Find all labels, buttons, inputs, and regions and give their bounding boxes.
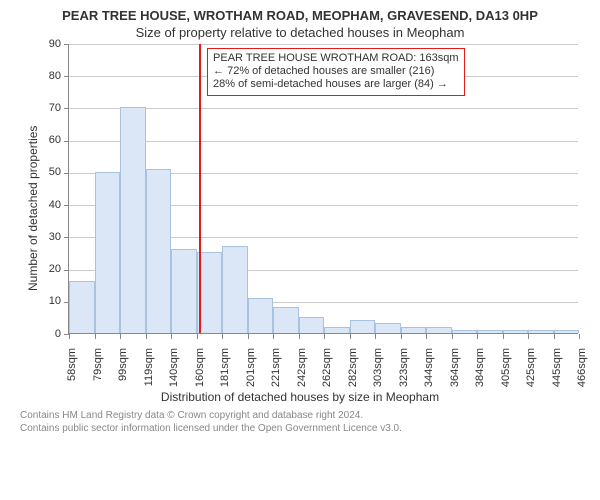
y-tick-label: 40 — [13, 199, 61, 211]
x-tick-mark — [222, 334, 223, 339]
histogram-bar — [324, 327, 350, 333]
y-tick-label: 80 — [13, 70, 61, 82]
grid-line — [69, 44, 578, 45]
histogram-bar — [120, 107, 146, 333]
y-tick-label: 70 — [13, 102, 61, 114]
x-tick-label: 221sqm — [270, 348, 282, 428]
x-tick-mark — [324, 334, 325, 339]
y-tick-label: 10 — [13, 295, 61, 307]
histogram-bar — [426, 327, 452, 333]
x-tick-mark — [579, 334, 580, 339]
x-tick-label: 384sqm — [474, 348, 486, 428]
x-tick-label: 405sqm — [500, 348, 512, 428]
histogram-bar — [528, 330, 554, 333]
x-tick-label: 282sqm — [347, 348, 359, 428]
x-tick-mark — [477, 334, 478, 339]
x-tick-label: 242sqm — [296, 348, 308, 428]
y-tick-mark — [64, 141, 69, 142]
x-tick-label: 303sqm — [372, 348, 384, 428]
plot-area: 010203040506070809058sqm79sqm99sqm119sqm… — [68, 44, 578, 334]
x-tick-label: 466sqm — [576, 348, 588, 428]
y-tick-label: 20 — [13, 263, 61, 275]
histogram-bar — [273, 307, 299, 333]
histogram-bar — [452, 330, 478, 333]
chart-area: Number of detached properties 0102030405… — [12, 44, 588, 386]
histogram-bar — [503, 330, 529, 333]
histogram-bar — [69, 281, 95, 333]
histogram-bar — [299, 317, 325, 333]
x-tick-label: 79sqm — [92, 348, 104, 428]
y-tick-mark — [64, 44, 69, 45]
x-tick-mark — [171, 334, 172, 339]
x-tick-mark — [146, 334, 147, 339]
x-tick-label: 58sqm — [66, 348, 78, 428]
x-tick-mark — [299, 334, 300, 339]
x-tick-mark — [350, 334, 351, 339]
histogram-bar — [477, 330, 503, 333]
x-tick-mark — [69, 334, 70, 339]
x-tick-mark — [554, 334, 555, 339]
y-tick-mark — [64, 76, 69, 77]
y-tick-mark — [64, 108, 69, 109]
x-tick-label: 201sqm — [245, 348, 257, 428]
chart-title: PEAR TREE HOUSE, WROTHAM ROAD, MEOPHAM, … — [12, 8, 588, 23]
x-tick-label: 445sqm — [551, 348, 563, 428]
x-tick-mark — [528, 334, 529, 339]
y-tick-mark — [64, 173, 69, 174]
x-tick-mark — [375, 334, 376, 339]
x-tick-label: 262sqm — [321, 348, 333, 428]
histogram-bar — [554, 330, 580, 333]
y-tick-mark — [64, 237, 69, 238]
x-tick-label: 181sqm — [219, 348, 231, 428]
y-tick-label: 30 — [13, 231, 61, 243]
x-tick-label: 425sqm — [525, 348, 537, 428]
x-tick-mark — [503, 334, 504, 339]
reference-line — [199, 44, 201, 333]
y-tick-label: 60 — [13, 134, 61, 146]
y-tick-label: 50 — [13, 166, 61, 178]
x-tick-mark — [197, 334, 198, 339]
x-tick-mark — [120, 334, 121, 339]
annotation-line: PEAR TREE HOUSE WROTHAM ROAD: 163sqm — [213, 52, 459, 65]
y-tick-label: 90 — [13, 38, 61, 50]
x-tick-label: 323sqm — [398, 348, 410, 428]
x-tick-label: 99sqm — [117, 348, 129, 428]
x-tick-mark — [95, 334, 96, 339]
x-tick-label: 140sqm — [168, 348, 180, 428]
x-tick-mark — [401, 334, 402, 339]
histogram-bar — [375, 323, 401, 333]
annotation-box: PEAR TREE HOUSE WROTHAM ROAD: 163sqm← 72… — [207, 48, 465, 96]
annotation-line: 28% of semi-detached houses are larger (… — [213, 78, 459, 91]
histogram-bar — [171, 249, 197, 333]
histogram-bar — [401, 327, 427, 333]
x-tick-mark — [452, 334, 453, 339]
x-tick-mark — [248, 334, 249, 339]
x-tick-mark — [273, 334, 274, 339]
histogram-bar — [95, 172, 121, 333]
x-tick-mark — [426, 334, 427, 339]
histogram-bar — [248, 298, 274, 333]
histogram-bar — [222, 246, 248, 333]
y-tick-mark — [64, 205, 69, 206]
histogram-bar — [350, 320, 376, 333]
x-tick-label: 344sqm — [423, 348, 435, 428]
annotation-line: ← 72% of detached houses are smaller (21… — [213, 65, 459, 78]
x-tick-label: 364sqm — [449, 348, 461, 428]
chart-subtitle: Size of property relative to detached ho… — [12, 25, 588, 40]
x-tick-label: 160sqm — [194, 348, 206, 428]
y-tick-label: 0 — [13, 328, 61, 340]
y-tick-mark — [64, 270, 69, 271]
histogram-bar — [146, 169, 172, 333]
x-tick-label: 119sqm — [143, 348, 155, 428]
